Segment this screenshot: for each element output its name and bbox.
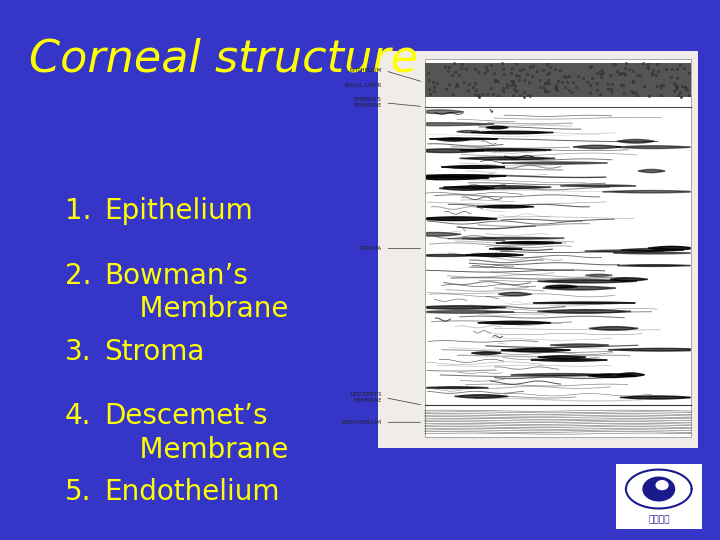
Text: Epithelium: Epithelium: [104, 197, 253, 225]
FancyBboxPatch shape: [425, 59, 691, 437]
FancyBboxPatch shape: [616, 464, 702, 529]
Text: Endothelium: Endothelium: [104, 478, 280, 506]
Text: EPITHELIUM: EPITHELIUM: [349, 68, 382, 73]
Text: DESCEMET'S
MEMBRANE: DESCEMET'S MEMBRANE: [350, 392, 382, 403]
Text: BASAL LAYER: BASAL LAYER: [345, 83, 382, 89]
Text: 3.: 3.: [65, 338, 91, 366]
Text: 4.: 4.: [65, 402, 91, 430]
FancyBboxPatch shape: [378, 51, 698, 448]
Circle shape: [656, 481, 668, 490]
Text: Bowman’s
    Membrane: Bowman’s Membrane: [104, 262, 289, 323]
Text: 1.: 1.: [65, 197, 91, 225]
Text: ENDOTHELIUM: ENDOTHELIUM: [341, 420, 382, 425]
FancyBboxPatch shape: [425, 63, 691, 97]
Circle shape: [643, 477, 675, 501]
Text: Descemet’s
    Membrane: Descemet’s Membrane: [104, 402, 289, 464]
Text: वर्ण: वर्ण: [648, 515, 670, 524]
Text: 2.: 2.: [65, 262, 91, 290]
Text: STROMA: STROMA: [359, 246, 382, 251]
Text: Stroma: Stroma: [104, 338, 204, 366]
Text: BOWMAN'S
MEMBRANE: BOWMAN'S MEMBRANE: [354, 98, 382, 108]
Text: Corneal structure: Corneal structure: [29, 38, 418, 81]
Text: 5.: 5.: [65, 478, 91, 506]
